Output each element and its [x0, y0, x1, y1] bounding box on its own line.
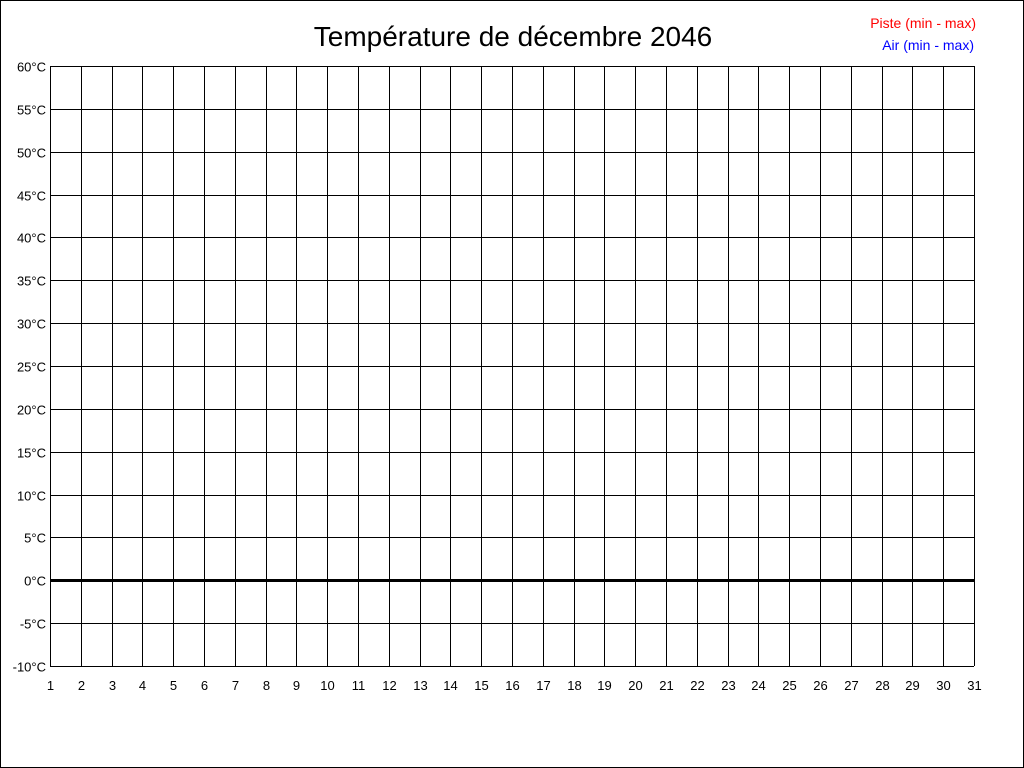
y-tick-label: 15°C — [17, 446, 46, 461]
x-axis-ticks: 1 2 3 4 5 6 7 8 9 10 11 12 13 14 15 16 17 18 19 20 21 22 23 24 2… — [47, 678, 982, 693]
x-tick-label: 22 — [690, 678, 704, 693]
x-tick-label: 29 — [905, 678, 919, 693]
x-tick-label: 26 — [813, 678, 827, 693]
x-tick-label: 7 — [232, 678, 239, 693]
x-tick-label: 6 — [201, 678, 208, 693]
x-tick-label: 10 — [320, 678, 334, 693]
x-tick-label: 4 — [139, 678, 146, 693]
x-tick-label: 30 — [936, 678, 950, 693]
y-tick-label: 40°C — [17, 231, 46, 246]
x-tick-label: 28 — [875, 678, 889, 693]
legend-air: Air (min - max) — [882, 37, 974, 53]
x-tick-label: 3 — [109, 678, 116, 693]
x-tick-label: 23 — [721, 678, 735, 693]
x-tick-label: 25 — [782, 678, 796, 693]
y-tick-label: 5°C — [24, 531, 46, 546]
x-tick-label: 17 — [536, 678, 550, 693]
x-tick-label: 2 — [78, 678, 85, 693]
x-tick-label: 1 — [47, 678, 54, 693]
x-tick-label: 14 — [443, 678, 457, 693]
x-tick-label: 9 — [293, 678, 300, 693]
y-tick-label: 45°C — [17, 189, 46, 204]
x-tick-label: 8 — [263, 678, 270, 693]
x-tick-label: 24 — [751, 678, 765, 693]
chart-title: Température de décembre 2046 — [314, 21, 712, 52]
y-tick-label: 10°C — [17, 489, 46, 504]
x-tick-label: 11 — [352, 678, 366, 693]
y-axis-ticks: 60°C 55°C 50°C 45°C 40°C 35°C 30°C 25°C 20°C 15°C… — [13, 60, 46, 675]
x-tick-label: 15 — [474, 678, 488, 693]
x-tick-label: 12 — [382, 678, 396, 693]
y-tick-label: -10°C — [13, 660, 46, 675]
grid — [50, 66, 975, 667]
y-tick-label: 60°C — [17, 60, 46, 75]
x-tick-label: 27 — [844, 678, 858, 693]
y-tick-label: -5°C — [20, 617, 46, 632]
y-tick-label: 55°C — [17, 103, 46, 118]
x-tick-label: 19 — [597, 678, 611, 693]
y-tick-label: 20°C — [17, 403, 46, 418]
x-tick-label: 5 — [170, 678, 177, 693]
x-tick-label: 31 — [967, 678, 981, 693]
y-tick-label: 50°C — [17, 146, 46, 161]
x-tick-label: 20 — [628, 678, 642, 693]
y-tick-label: 30°C — [17, 317, 46, 332]
legend-piste: Piste (min - max) — [870, 15, 976, 31]
y-tick-label: 25°C — [17, 360, 46, 375]
y-tick-label: 35°C — [17, 274, 46, 289]
y-tick-label: 0°C — [24, 574, 46, 589]
x-tick-label: 18 — [567, 678, 581, 693]
x-tick-label: 13 — [413, 678, 427, 693]
x-tick-label: 16 — [505, 678, 519, 693]
x-tick-label: 21 — [659, 678, 673, 693]
